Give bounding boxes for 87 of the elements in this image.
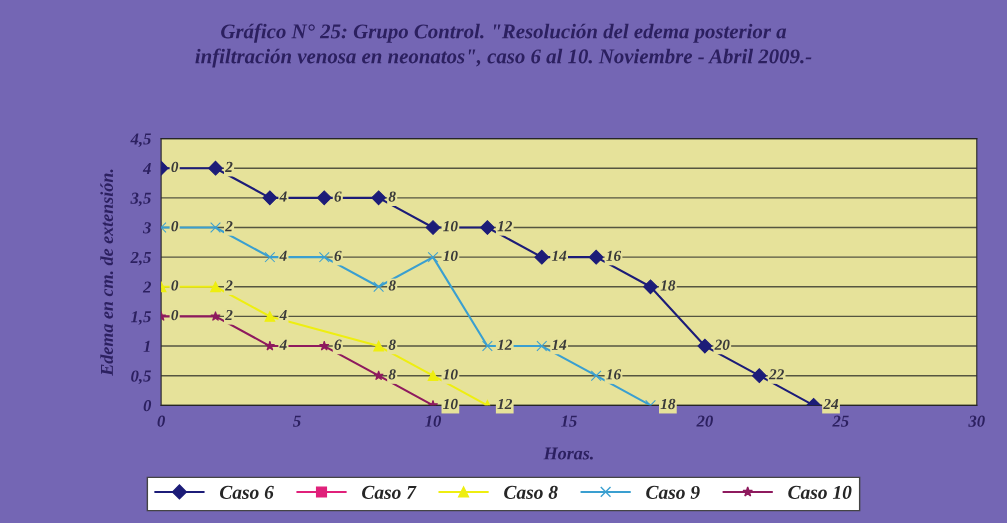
annotation: 18 (660, 398, 676, 410)
x-axis-title: Horas. (543, 447, 593, 460)
point (210, 311, 221, 321)
point (479, 220, 495, 235)
point (643, 279, 658, 295)
annotation: 16 (606, 250, 622, 261)
point (210, 222, 221, 233)
point (318, 251, 330, 263)
y-tick-label: 2,5 (130, 251, 151, 266)
annotation: 10 (443, 250, 458, 261)
annotation: 8 (388, 191, 396, 202)
point (319, 340, 330, 351)
annotation: 0 (171, 161, 179, 173)
point (316, 190, 332, 206)
legend-label: Caso 6 (219, 485, 274, 499)
legend-label: Caso 7 (362, 485, 417, 499)
x-tick-label: 0 (157, 415, 165, 427)
point (427, 251, 439, 263)
y-tick-label: 1,5 (130, 311, 151, 325)
annotation: 4 (279, 339, 287, 350)
point (534, 249, 550, 265)
annotation: 10 (443, 221, 458, 232)
point (264, 340, 276, 351)
point (373, 340, 385, 352)
y-tick-label: 0,5 (131, 370, 151, 385)
annotation: 14 (551, 339, 567, 350)
point (371, 190, 387, 206)
point (425, 220, 441, 235)
point (210, 281, 221, 293)
point (264, 251, 276, 263)
annotation: 14 (551, 250, 567, 261)
y-axis-title: Edema en cm. de extensión. (100, 169, 114, 376)
point (427, 370, 439, 382)
annotation: 0 (171, 280, 179, 291)
point (588, 249, 604, 265)
annotation: 0 (171, 221, 179, 232)
legend-label: Caso 10 (788, 485, 852, 499)
point (536, 340, 548, 352)
point (264, 311, 276, 322)
annotation: 12 (497, 398, 513, 409)
annotation: 2 (225, 221, 233, 232)
x-tick-label: 30 (968, 415, 985, 427)
annotation: 2 (225, 161, 233, 172)
annotation: 4 (279, 250, 287, 261)
annotation: 22 (768, 369, 784, 380)
y-tick-label: 3,5 (130, 192, 151, 207)
y-tick-label: 3 (142, 222, 151, 234)
x-tick-label: 25 (832, 415, 849, 427)
y-tick-label: 2 (142, 281, 152, 293)
annotation: 20 (714, 339, 730, 350)
annotation: 8 (388, 339, 396, 350)
point (208, 160, 223, 176)
point (373, 370, 384, 381)
point (751, 368, 767, 384)
annotation: 12 (497, 221, 513, 232)
annotation: 4 (279, 191, 287, 202)
y-tick-label: 1 (143, 340, 150, 352)
annotation: 8 (388, 280, 396, 291)
point (262, 190, 278, 206)
annotation: 16 (606, 369, 622, 380)
annotation: 6 (334, 339, 342, 350)
annotation: 8 (388, 369, 396, 380)
annotation: 2 (225, 309, 233, 321)
annotation: 10 (443, 398, 458, 410)
y-tick-label: 4,5 (130, 133, 151, 147)
point (697, 338, 713, 354)
annotation: 6 (334, 191, 342, 202)
annotation: 12 (497, 339, 513, 350)
annotation: 2 (225, 280, 233, 291)
y-tick-label: 0 (143, 400, 152, 412)
point (482, 340, 493, 352)
point (590, 370, 602, 382)
y-tick-label: 4 (142, 163, 151, 175)
annotation: 4 (279, 310, 287, 321)
x-tick-label: 15 (561, 415, 577, 427)
annotation: 24 (823, 398, 839, 409)
x-tick-label: 20 (696, 415, 713, 427)
annotation: 18 (660, 280, 676, 291)
legend-label: Caso 8 (504, 485, 558, 499)
annotation: 0 (171, 309, 179, 321)
annotation: 10 (443, 369, 458, 380)
annotation: 6 (334, 250, 342, 261)
x-tick-label: 10 (425, 415, 442, 427)
x-tick-label: 5 (293, 415, 301, 427)
point (373, 281, 385, 293)
chart-title: Gráfico N° 25: Grupo Control. "Resolución del edema posterior a infiltración venosa en neonatos", caso 6 al 10. Noviembre - Abril 2009.- (195, 23, 812, 68)
legend-label: Caso 9 (646, 485, 700, 499)
